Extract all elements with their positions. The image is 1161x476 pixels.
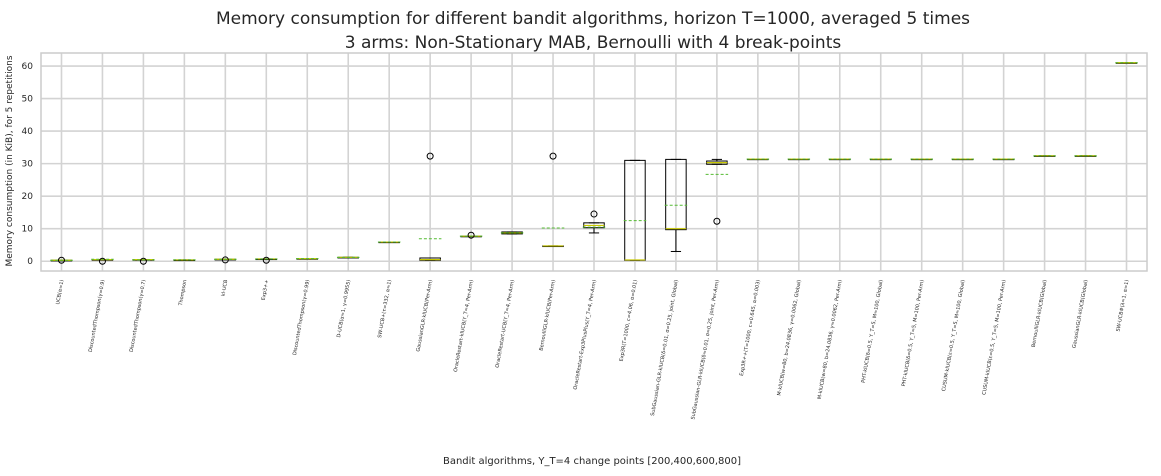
outlier-point [590, 210, 598, 218]
x-tick-label: DiscountedThompson(γ=0.7) [129, 279, 148, 352]
x-tick-label: SW-UCB#(λ=1, α=1) [1115, 279, 1130, 332]
box-item [1115, 62, 1138, 64]
x-tick-label: M-klUCB(w=80, b=24.0836, γ=0.0062, Per-A… [817, 279, 844, 400]
outlier-point [98, 257, 106, 265]
box-item [255, 256, 278, 264]
box-item [951, 158, 974, 161]
x-tick-label: SubGaussian-GLR-klUCB(δ=0.01, σ=0.25, jo… [650, 279, 680, 416]
x-tick-label: PHT-klUCB(δ=0.5, Υ_T=5, M=100, Global) [861, 279, 885, 383]
x-tick-label: Exp3R(T=1000, c=4.06, α=0.01) [619, 279, 639, 362]
x-tick-labels: UCB(α=1) DiscountedThompson(γ=0.9) Discoun… [55, 279, 1130, 420]
box-item [500, 231, 524, 235]
box-item [173, 259, 196, 262]
y-tick-label: 0 [27, 257, 33, 267]
outlier-point [713, 217, 721, 225]
box-series [50, 62, 1138, 265]
box-item [664, 158, 688, 252]
outlier-point [57, 256, 65, 264]
box-item [623, 159, 647, 261]
box-item [50, 256, 73, 264]
x-tick-label: CUSUM-klUCB(ε=0.5, Υ_T=5, M=100, Per-Arm… [981, 279, 1007, 395]
x-tick-label: DiscountedThompson(γ=0.99) [292, 279, 311, 355]
x-tick-label: OracleRestart-UCB(Υ_T=4, Per-Arm) [495, 279, 516, 368]
box-item [418, 152, 442, 261]
box-item [214, 256, 237, 264]
box-item [787, 158, 811, 161]
x-tick-label: kl-UCB [220, 279, 229, 297]
x-axis-label: Bandit algorithms, Υ_T=4 change points [… [443, 456, 741, 467]
x-tick-label: GaussianGLR-klUCB(Global) [1072, 279, 1090, 348]
box-item [1033, 155, 1056, 157]
y-tick-label: 60 [22, 62, 34, 72]
x-tick-label: Exp3R++(T=1000, c=0.645, α=0.003) [739, 279, 762, 376]
outlier-point [262, 256, 270, 264]
x-tick-label: CUSUM-klUCB(ε=0.5, Υ_T=5, M=100, Global) [941, 279, 967, 392]
outlier-point [221, 256, 229, 264]
x-tick-label: DiscountedThompson(γ=0.9) [88, 279, 107, 352]
box-item [91, 257, 114, 265]
x-tick-label: M-klUCB(w=80, b=24.0836, γ=0.0062, Globa… [776, 279, 802, 396]
box-item [1074, 155, 1097, 157]
box-item [992, 158, 1015, 161]
box-item [377, 241, 401, 244]
x-tick-label: PHT-klUCB(δ=0.5, Υ_T=5, M=100, Per-Arm) [901, 279, 926, 387]
box-item [869, 158, 893, 161]
x-tick-label: BernoulliGLR-klUCB(Per-Arm) [539, 279, 557, 351]
x-tick-label: UCB(α=1) [55, 279, 65, 305]
y-tick-labels: 0 10 20 30 40 50 60 [22, 62, 34, 267]
y-axis-label: Memory consumption (in KiB), for 5 repet… [5, 55, 15, 266]
y-tick-label: 20 [22, 192, 34, 202]
y-tick-label: 50 [22, 95, 34, 105]
y-tick-label: 10 [22, 225, 34, 235]
x-tick-label: D-UCB(α=1, γ=0.9955) [336, 279, 352, 338]
box-item [132, 257, 155, 265]
box-item [459, 231, 483, 239]
box-item [910, 158, 933, 161]
plot-frame [40, 52, 1148, 272]
outlier-point [139, 257, 147, 265]
x-tick-label: Thompson [178, 279, 189, 307]
chart-subtitle: 3 arms: Non-Stationary MAB, Bernoulli wi… [345, 33, 842, 53]
x-tick-label: GaussianGLR-klUCB(Per-Arm) [416, 279, 435, 352]
box-body [665, 158, 687, 231]
box-item [336, 256, 360, 259]
box-item [705, 158, 729, 225]
x-tick-label: Exp3++ [261, 279, 271, 301]
outlier-point [467, 231, 475, 239]
box-item [295, 258, 319, 260]
y-tick-label: 30 [22, 160, 34, 170]
x-tick-label: OracleRestart-Exp3PlusPlus(Υ_T=4, Per-Ar… [573, 279, 598, 390]
y-tick-label: 40 [22, 127, 34, 137]
x-tick-label: OracleRestart-klUCB(Υ_T=4, Per-Arm) [453, 279, 475, 372]
x-tick-label: SW-UCB+(τ=332, α=1) [377, 279, 393, 338]
box-item [746, 158, 770, 161]
box-item [828, 158, 852, 161]
box-item [582, 210, 606, 234]
box-item [541, 152, 565, 248]
grid-lines [41, 53, 1147, 271]
x-tick-label: SubGaussian-GLR-klUCB(δ=0.01, σ=0.25, jo… [690, 279, 721, 420]
outlier-point [549, 152, 557, 160]
outlier-point [426, 152, 434, 160]
chart-title: Memory consumption for different bandit … [216, 9, 970, 29]
x-tick-label: BernoulliGLR-klUCB(Global) [1031, 279, 1049, 348]
